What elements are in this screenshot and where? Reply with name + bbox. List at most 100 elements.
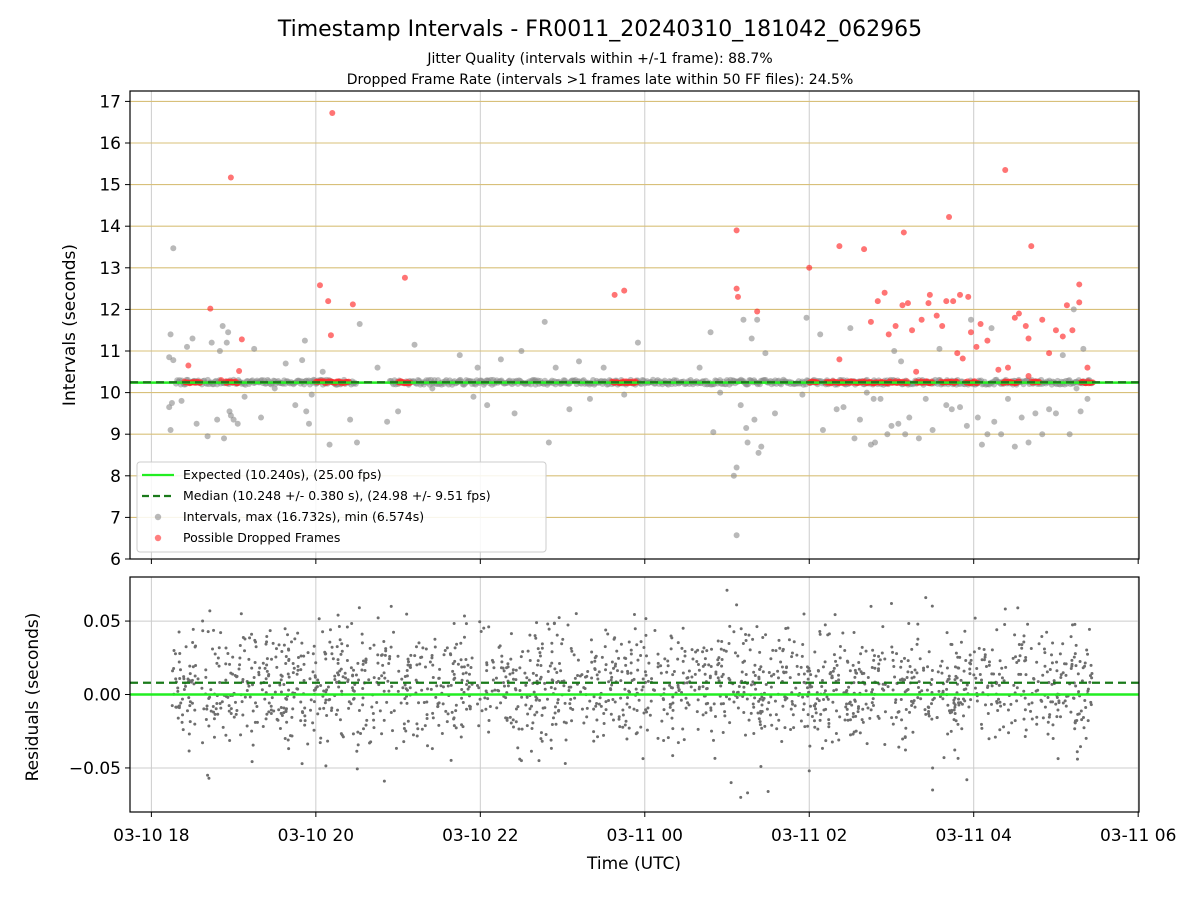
residual-point bbox=[196, 677, 200, 681]
residual-point bbox=[1013, 633, 1017, 637]
residual-point bbox=[574, 612, 578, 616]
residual-point bbox=[362, 727, 366, 731]
residual-point bbox=[177, 630, 181, 634]
residual-point bbox=[311, 652, 315, 656]
residual-point bbox=[697, 668, 701, 672]
residual-point bbox=[899, 659, 903, 663]
residual-point bbox=[319, 736, 323, 740]
residual-point bbox=[854, 714, 858, 718]
legend-box bbox=[136, 461, 547, 553]
residual-point bbox=[426, 687, 430, 691]
residual-point bbox=[1081, 715, 1085, 719]
residual-point bbox=[316, 678, 320, 682]
residual-point bbox=[721, 672, 725, 676]
interval-point bbox=[872, 439, 879, 446]
residual-point bbox=[1047, 715, 1051, 719]
residual-point bbox=[356, 661, 360, 665]
residual-point bbox=[436, 705, 440, 709]
residual-point bbox=[446, 684, 450, 688]
interval-point bbox=[840, 404, 847, 411]
residual-point bbox=[982, 658, 986, 662]
residual-point bbox=[415, 663, 419, 667]
residual-point bbox=[179, 668, 183, 672]
residual-point bbox=[1035, 722, 1039, 726]
residual-point bbox=[191, 641, 195, 645]
residual-point bbox=[238, 663, 242, 667]
residual-point bbox=[920, 689, 924, 693]
residual-point bbox=[1041, 673, 1045, 677]
residual-point bbox=[611, 698, 615, 702]
interval-point bbox=[221, 435, 228, 442]
residual-point bbox=[816, 727, 820, 731]
residual-point bbox=[953, 665, 957, 669]
residual-point bbox=[255, 705, 259, 709]
residual-point bbox=[282, 706, 286, 710]
residual-point bbox=[327, 698, 331, 702]
residual-point bbox=[903, 735, 907, 739]
residual-point bbox=[838, 715, 842, 719]
interval-point bbox=[984, 431, 991, 438]
residual-point bbox=[1069, 635, 1073, 639]
residual-point bbox=[806, 677, 810, 681]
residual-point bbox=[1089, 663, 1093, 667]
interval-point bbox=[948, 406, 955, 413]
residual-point bbox=[411, 733, 415, 737]
residual-point bbox=[835, 663, 839, 667]
residual-point bbox=[945, 687, 949, 691]
residual-point bbox=[1056, 757, 1060, 761]
residual-point bbox=[555, 680, 559, 684]
residual-point bbox=[322, 706, 326, 710]
residual-point bbox=[356, 730, 360, 734]
residual-point bbox=[758, 697, 762, 701]
residual-point bbox=[758, 667, 762, 671]
residual-point bbox=[719, 647, 723, 651]
residual-point bbox=[207, 776, 211, 780]
residual-point bbox=[245, 688, 249, 692]
residual-point bbox=[949, 642, 953, 646]
residual-point bbox=[318, 741, 322, 745]
residual-point bbox=[253, 660, 257, 664]
residual-point bbox=[736, 654, 740, 658]
residual-point bbox=[312, 700, 316, 704]
residual-point bbox=[501, 666, 505, 670]
residual-point bbox=[662, 739, 666, 743]
residual-point bbox=[560, 642, 564, 646]
residual-point bbox=[795, 653, 799, 657]
residual-point bbox=[556, 698, 560, 702]
residual-point bbox=[644, 673, 648, 677]
residual-point bbox=[690, 648, 694, 652]
residual-point bbox=[741, 641, 745, 645]
residual-point bbox=[834, 659, 838, 663]
residual-point bbox=[175, 705, 179, 709]
residual-point bbox=[848, 669, 852, 673]
intervals-y-tick-label: 10 bbox=[99, 384, 121, 404]
residual-point bbox=[425, 716, 429, 720]
residual-point bbox=[525, 724, 529, 728]
residual-point bbox=[306, 742, 310, 746]
residual-point bbox=[791, 702, 795, 706]
residual-point bbox=[525, 676, 529, 680]
residual-point bbox=[536, 647, 540, 651]
residual-point bbox=[860, 645, 864, 649]
residual-point bbox=[641, 677, 645, 681]
residual-point bbox=[347, 700, 351, 704]
residual-point bbox=[916, 622, 920, 626]
residual-point bbox=[760, 703, 764, 707]
residual-point bbox=[806, 713, 810, 717]
dropped-frame-point bbox=[1015, 310, 1022, 317]
residual-point bbox=[946, 703, 950, 707]
residual-point bbox=[1041, 716, 1045, 720]
residual-point bbox=[403, 683, 407, 687]
residual-point bbox=[877, 662, 881, 666]
residual-point bbox=[188, 664, 192, 668]
residual-point bbox=[357, 708, 361, 712]
residual-point bbox=[653, 688, 657, 692]
residual-point bbox=[595, 718, 599, 722]
residual-point bbox=[691, 657, 695, 661]
residual-point bbox=[903, 690, 907, 694]
residual-point bbox=[953, 712, 957, 716]
residual-point bbox=[382, 718, 386, 722]
residual-point bbox=[1022, 634, 1026, 638]
interval-point bbox=[204, 433, 211, 440]
residual-point bbox=[986, 685, 990, 689]
